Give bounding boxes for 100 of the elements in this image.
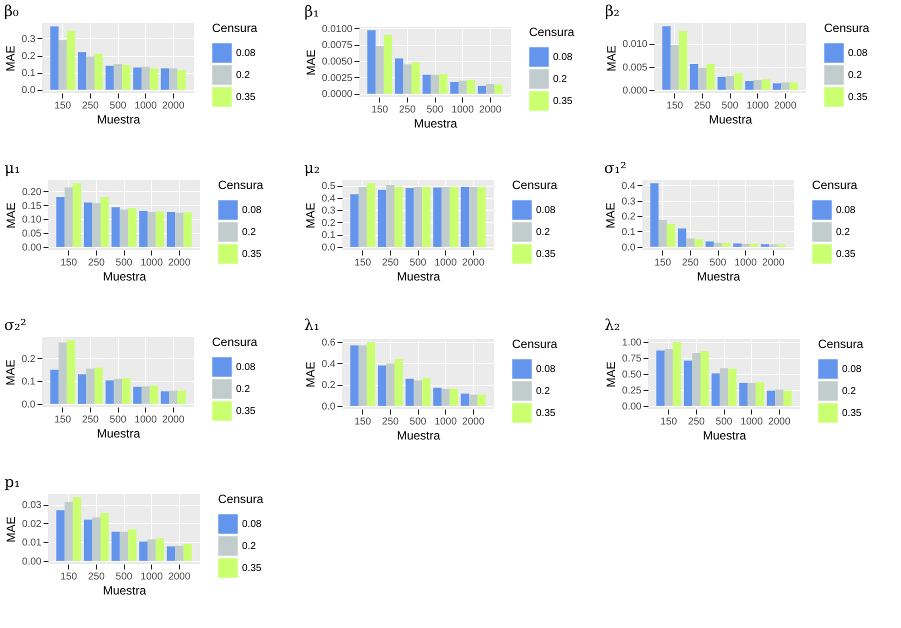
- bar: [450, 388, 458, 406]
- y-tick-label: 0.0050: [322, 56, 353, 68]
- x-tick-label: 2000: [774, 100, 797, 112]
- bar: [120, 532, 128, 561]
- bar: [122, 378, 130, 404]
- bar: [58, 40, 67, 90]
- x-axis-title: Muestra: [414, 116, 458, 130]
- bar: [139, 542, 148, 561]
- bar: [384, 34, 392, 94]
- bar: [439, 74, 448, 94]
- bar: [358, 186, 367, 247]
- bar: [403, 64, 412, 94]
- bar: [72, 497, 82, 561]
- x-tick-label: 1000: [140, 258, 164, 268]
- bar: [128, 208, 136, 247]
- bar: [66, 30, 76, 90]
- chart-title: p₁: [4, 473, 20, 491]
- bar: [86, 368, 95, 404]
- bar: [698, 68, 707, 90]
- bar: [94, 54, 103, 90]
- bar: [114, 378, 122, 404]
- y-tick-label: 0.02: [22, 518, 42, 530]
- bar: [160, 68, 170, 90]
- bar: [678, 30, 688, 90]
- legend-label: 0.2: [236, 70, 250, 81]
- y-tick-label: 0.1: [622, 226, 636, 238]
- bar: [728, 368, 736, 406]
- bar: [112, 207, 120, 247]
- bar: [458, 80, 467, 94]
- bar: [700, 351, 709, 406]
- x-tick-label: 1000: [434, 258, 458, 268]
- y-tick-label: 0.3: [22, 34, 36, 45]
- bar: [706, 64, 715, 90]
- y-tick-label: 0.25: [622, 385, 642, 396]
- bar: [147, 539, 156, 561]
- y-tick-label: 0.3: [622, 196, 636, 208]
- bar: [177, 390, 186, 404]
- legend-title: Censura: [529, 25, 575, 39]
- x-tick-label: 150: [354, 416, 372, 428]
- legend-label: 0.2: [536, 227, 550, 238]
- bar: [58, 342, 67, 404]
- bar: [175, 546, 184, 561]
- bar: [726, 76, 734, 90]
- bar: [466, 80, 476, 94]
- x-tick-label: 500: [110, 100, 127, 112]
- bar: [433, 187, 442, 247]
- bar: [50, 26, 59, 90]
- x-axis-title: Muestra: [708, 112, 752, 126]
- legend-label: 0.35: [536, 249, 556, 260]
- chart-title: μ₁: [4, 159, 20, 177]
- legend-title: Censura: [812, 178, 858, 192]
- legend-title: Censura: [212, 335, 258, 349]
- y-tick-label: 0.00: [622, 401, 642, 412]
- x-tick-label: 500: [710, 258, 727, 268]
- bar: [741, 244, 750, 247]
- bar: [414, 186, 422, 247]
- bar: [175, 212, 184, 247]
- x-axis-title: Muestra: [696, 270, 740, 284]
- y-axis-title: MAE: [4, 516, 18, 543]
- bar: [433, 388, 442, 406]
- y-tick-label: 0.2: [22, 51, 36, 62]
- x-tick-label: 150: [371, 104, 389, 116]
- y-tick-label: 0.000: [622, 85, 648, 96]
- x-tick-label: 250: [88, 258, 106, 268]
- y-tick-label: 0.2: [622, 212, 636, 223]
- x-tick-label: 150: [654, 258, 672, 268]
- x-tick-label: 1000: [740, 416, 764, 428]
- bar: [783, 390, 792, 406]
- x-tick-label: 2000: [162, 414, 185, 426]
- legend-label: 0.08: [536, 364, 556, 375]
- x-tick-label: 500: [716, 416, 733, 428]
- x-axis-title: Muestra: [102, 584, 146, 598]
- x-tick-label: 2000: [762, 258, 785, 268]
- bar: [686, 238, 695, 247]
- x-tick-label: 2000: [168, 258, 191, 268]
- x-tick-label: 2000: [462, 416, 485, 428]
- x-tick-label: 250: [382, 258, 400, 268]
- y-tick-label: 0.0000: [322, 89, 353, 100]
- bar: [94, 367, 103, 404]
- legend-label: 0.2: [236, 384, 250, 395]
- bar: [422, 74, 431, 94]
- bar: [128, 529, 136, 561]
- bar: [406, 378, 414, 406]
- bar: [760, 244, 770, 247]
- y-tick-label: 0.4: [322, 193, 336, 204]
- x-tick-label: 1000: [746, 100, 770, 112]
- bar: [494, 84, 503, 94]
- y-axis-title: MAE: [4, 202, 18, 229]
- bar: [694, 239, 703, 247]
- bar: [394, 58, 404, 94]
- x-tick-label: 1000: [452, 104, 474, 116]
- legend-label: 0.08: [242, 519, 262, 530]
- x-tick-label: 150: [354, 258, 372, 268]
- x-tick-label: 150: [60, 572, 78, 582]
- bar: [422, 186, 430, 247]
- bar: [169, 68, 178, 90]
- legend-label: 0.2: [553, 74, 568, 85]
- x-axis-title: Muestra: [102, 270, 146, 284]
- bar: [714, 242, 722, 247]
- bar: [441, 186, 450, 247]
